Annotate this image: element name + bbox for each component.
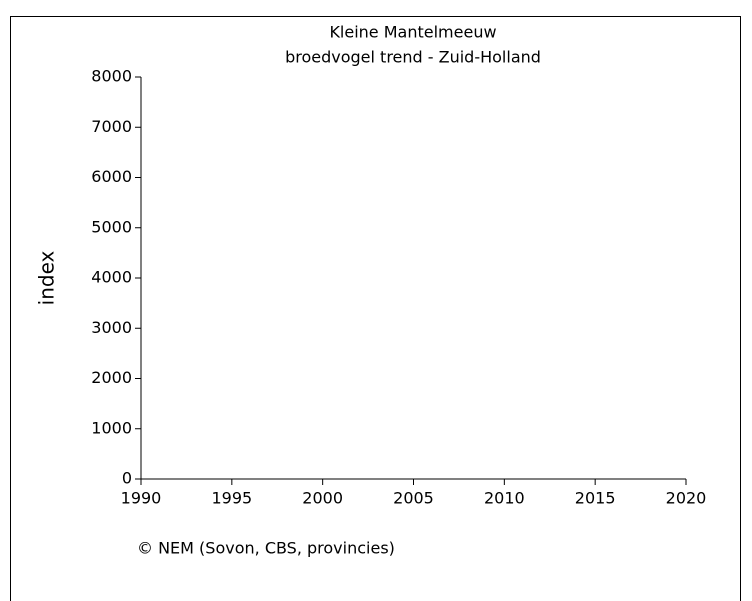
y-tick-label: 3000 [91, 318, 132, 337]
y-tick-label: 6000 [91, 167, 132, 186]
y-tick-label: 8000 [91, 67, 132, 86]
x-tick-label: 1995 [211, 489, 252, 508]
x-tick-label: 2000 [302, 489, 343, 508]
chart-subtitle: broedvogel trend - Zuid-Holland [285, 48, 541, 67]
y-tick-label: 4000 [91, 268, 132, 287]
y-tick-label: 1000 [91, 418, 132, 437]
y-tick-label: 2000 [91, 368, 132, 387]
y-tick-label: 0 [122, 469, 132, 488]
frame [10, 16, 741, 601]
x-tick-label: 2020 [666, 489, 707, 508]
source-note: © NEM (Sovon, CBS, provincies) [137, 539, 395, 558]
y-tick-label: 7000 [91, 117, 132, 136]
x-tick-label: 1990 [121, 489, 162, 508]
y-axis-label: index [35, 250, 59, 305]
x-tick-label: 2005 [393, 489, 434, 508]
y-tick-label: 5000 [91, 217, 132, 236]
x-tick-label: 2015 [575, 489, 616, 508]
x-tick-label: 2010 [484, 489, 525, 508]
chart-title: Kleine Mantelmeeuw [329, 23, 496, 42]
